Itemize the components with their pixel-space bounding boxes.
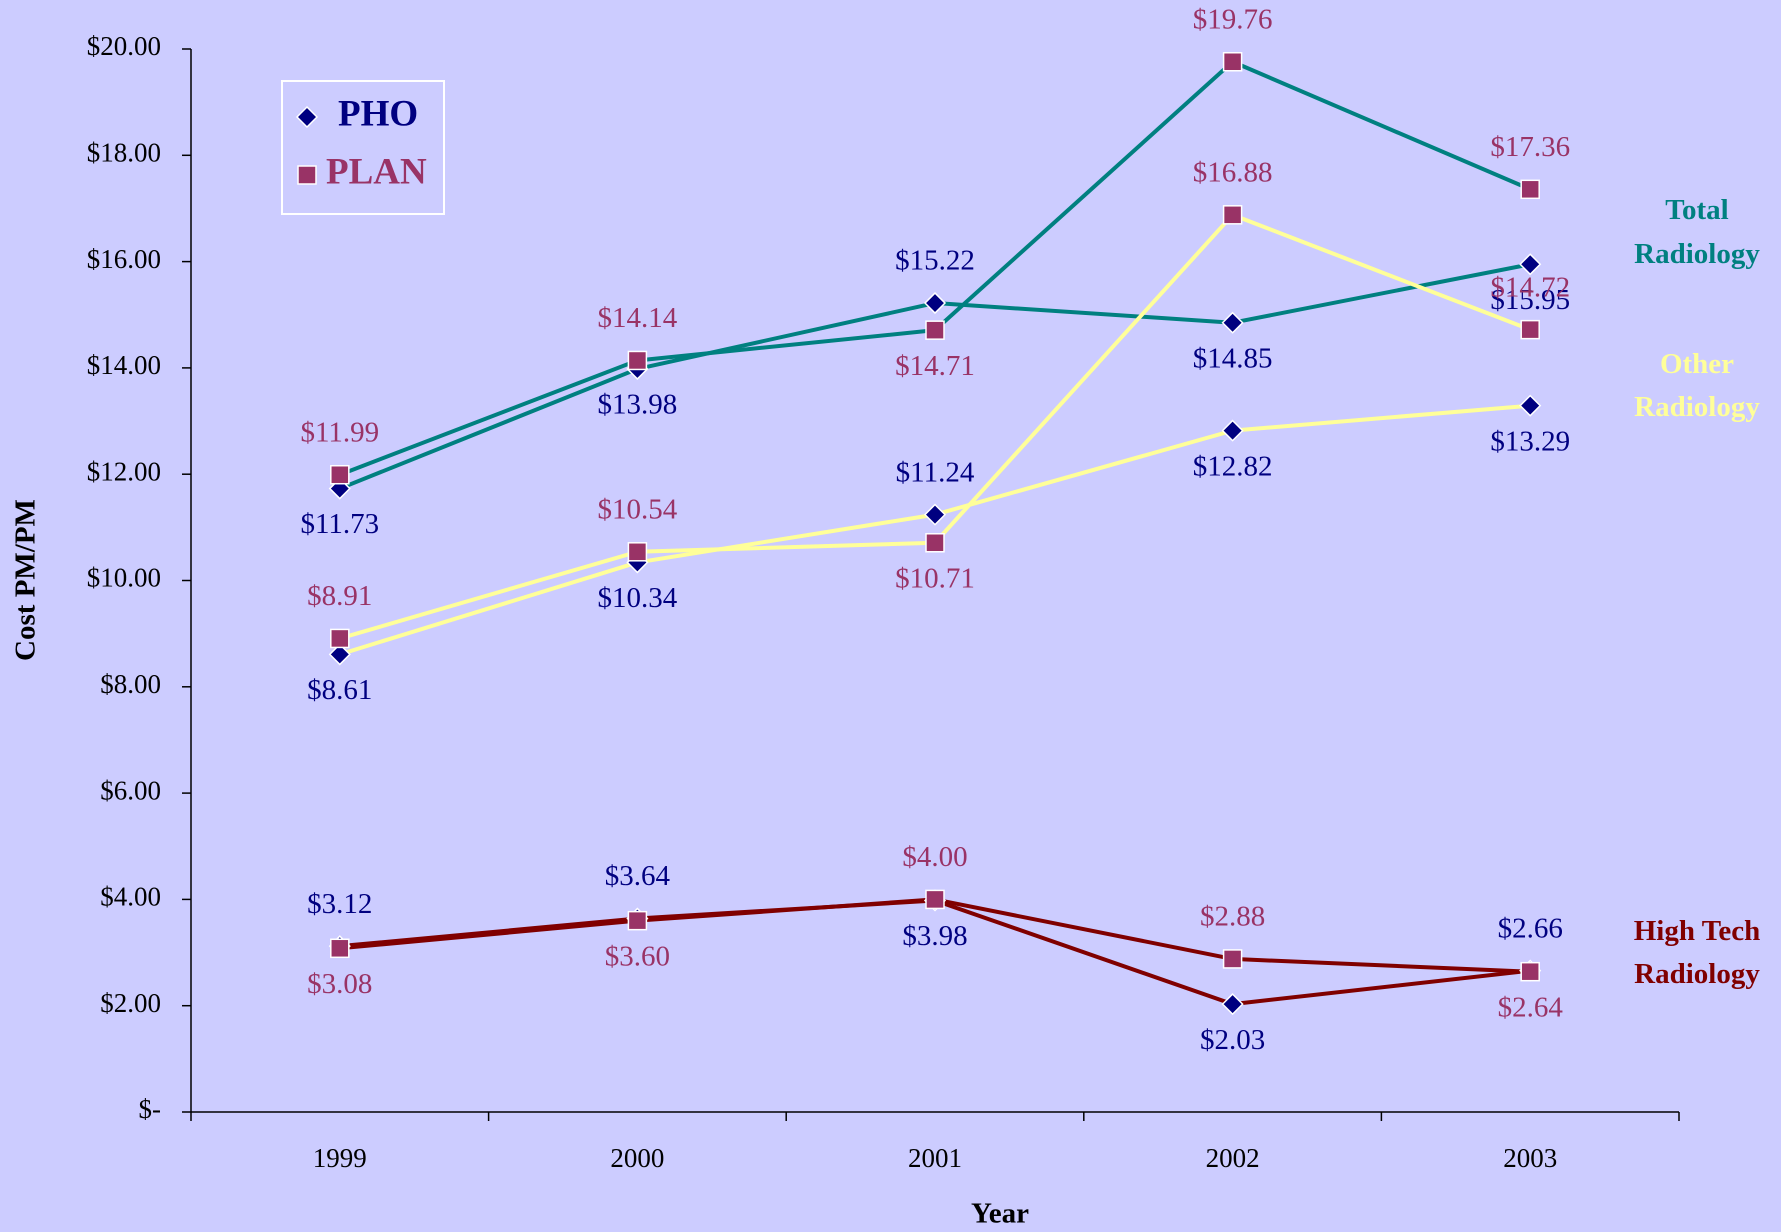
plan-marker [1222,949,1243,969]
y-tick-label: $- [139,1094,162,1124]
plan-marker [627,910,648,931]
y-tick-label: $16.00 [87,244,161,274]
data-label: $12.82 [1193,450,1273,482]
legend-marker [295,105,319,129]
pho-marker [923,291,947,315]
data-label: $14.72 [1490,271,1570,303]
pho-marker [1221,311,1244,334]
data-label: $15.95 [1490,284,1570,316]
plan-marker [1520,319,1540,340]
group-label: High Tech Radiology [1634,915,1761,990]
x-tick-label: 2001 [908,1143,962,1173]
data-label: $10.34 [598,582,678,614]
data-label: $11.24 [896,456,975,488]
y-tick-label: $4.00 [100,882,161,912]
plan-marker [627,350,648,371]
data-label: $8.61 [307,674,372,706]
y-tick-label: $20.00 [87,31,161,61]
pho-marker [1519,253,1542,276]
plan-marker [925,889,945,910]
group-label: Other Radiology [1634,348,1760,423]
pho-marker [923,503,947,526]
data-label: $10.71 [895,562,975,594]
plan-marker [925,320,945,340]
data-label: $3.08 [307,968,372,1000]
data-label: $19.76 [1193,3,1273,35]
plan-marker [330,464,350,485]
y-tick-label: $8.00 [100,669,161,699]
data-label: $2.88 [1200,901,1265,933]
plan-marker [627,542,648,562]
plan-marker [330,628,350,649]
plan-marker [1520,179,1540,200]
data-label: $14.71 [895,350,975,382]
y-tick-label: $14.00 [87,350,161,380]
data-label: $2.03 [1200,1024,1265,1056]
data-label: $3.12 [307,888,372,920]
legend-box [281,80,445,215]
data-label: $4.00 [902,841,967,873]
data-label: $11.73 [300,508,379,540]
data-label: $16.88 [1193,156,1273,188]
pho-marker [1519,394,1542,417]
x-tick-label: 2002 [1206,1143,1260,1173]
data-label: $14.85 [1193,342,1273,374]
data-label: $14.14 [598,302,678,334]
data-label: $17.36 [1490,131,1570,163]
data-label: $2.66 [1498,912,1563,944]
data-label: $13.98 [598,389,678,421]
y-tick-label: $18.00 [87,138,161,168]
data-label: $8.91 [307,580,372,612]
y-tick-label: $6.00 [100,775,161,805]
data-label: $15.22 [895,245,975,277]
pho-marker [1221,993,1244,1016]
data-label: $3.60 [605,940,670,972]
data-label: $3.64 [605,860,671,892]
x-tick-label: 2000 [610,1143,664,1173]
y-tick-label: $2.00 [100,988,161,1018]
x-axis-title: Year [971,1198,1029,1230]
plan-marker [330,938,350,959]
data-label: $11.99 [300,416,379,448]
group-label: Total Radiology [1634,194,1760,270]
data-label: $10.54 [598,493,678,525]
legend-label: PLAN [326,151,427,192]
data-label: $2.64 [1498,991,1564,1023]
plan-marker [925,533,945,553]
legend-label: PHO [338,93,418,134]
pho-marker [1221,419,1244,442]
pho-marker [328,643,351,666]
y-axis-title: Cost PM/PM [10,499,42,661]
plan-marker [1222,52,1243,72]
y-tick-label: $12.00 [87,456,161,486]
legend-marker [297,165,317,185]
x-tick-label: 2003 [1503,1143,1557,1173]
y-tick-label: $10.00 [87,563,161,593]
data-label: $3.98 [902,920,967,952]
data-label: $13.29 [1490,425,1570,457]
x-tick-label: 1999 [313,1143,367,1173]
plan-marker [1520,961,1540,982]
plan-marker [1222,205,1243,225]
